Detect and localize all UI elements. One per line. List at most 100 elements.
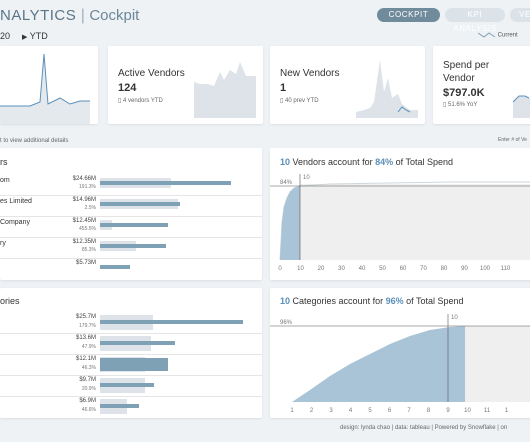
vendor-row[interactable]: es Limited $14.96M 2.5% (0, 195, 262, 217)
tab-cockpit[interactable]: COCKPIT (377, 8, 440, 22)
kpi-card-active-vendors[interactable]: Active Vendors 124 ▯ 4 vendors YTD (108, 46, 263, 124)
vendor-name: es Limited (0, 198, 32, 205)
new-vendors-sub-text: 40 prev YTD (284, 98, 319, 104)
category-pct: 46.3% (81, 365, 96, 371)
x-tick-label: 20 (318, 266, 325, 272)
spend-per-vendor-sub-text: 51.6% YoY (447, 102, 478, 108)
vendor-amount: $12.35M (72, 239, 96, 245)
x-tick-label: 110 (501, 266, 511, 272)
pareto-vendors-ref-n: 10 (303, 175, 310, 181)
top-vendors-panel: rs om $24.66M 191.3% es Limited $14.96M 2.5% C… (0, 148, 262, 280)
category-bar (100, 358, 168, 371)
vendor-row[interactable]: Company $12.45M 455.5% (0, 216, 262, 238)
category-pct: 46.6% (81, 407, 96, 413)
x-tick-label: 2 (310, 408, 314, 414)
pareto-vendors-panel: 10 Vendors account for 84% of Total Spen… (270, 148, 530, 280)
new-vendors-sparkline (356, 60, 418, 118)
pareto-categories-mid: Categories account for (292, 296, 384, 306)
vendor-row[interactable]: $5.73M (0, 258, 262, 279)
vendor-amount: $24.66M (72, 176, 96, 182)
pareto-vendors-pct: 84% (375, 157, 394, 167)
vendor-amount: $14.96M (72, 197, 96, 203)
vendor-bar (100, 265, 130, 269)
pareto-vendors-chart: 84% 10 0 10 20 30 40 50 60 70 80 90 100 110 (270, 174, 530, 272)
year-value: 20 (0, 31, 11, 41)
active-vendors-title: Active Vendors (118, 68, 185, 79)
tab-vendors[interactable]: VE (510, 8, 530, 22)
spend-per-vendor-value: $797.0K (443, 87, 485, 99)
x-tick-label: 5 (368, 408, 372, 414)
pareto-categories-n: 10 (280, 296, 291, 306)
x-tick-label: 3 (329, 408, 333, 414)
category-bar (100, 404, 139, 408)
category-row[interactable]: $12.1M 46.3% (0, 354, 262, 376)
pareto-categories-chart: 96% 10 1 2 3 4 5 6 7 8 9 10 11 1 (270, 314, 530, 414)
pareto-vendors-area (280, 186, 300, 260)
legend-current: Current (477, 31, 518, 39)
category-bar (100, 383, 154, 387)
category-row[interactable]: $13.6M 47.9% (0, 333, 262, 355)
vendor-bar (100, 244, 166, 248)
play-icon: ▶ (22, 34, 28, 41)
period-value: YTD (29, 31, 48, 41)
vendor-row[interactable]: ry $12.35M 85.3% (0, 237, 262, 259)
vendor-pct: 455.5% (79, 226, 96, 232)
vendor-bar (100, 181, 231, 185)
spend-per-vendor-sparkline (513, 95, 530, 118)
x-tick-label: 100 (480, 266, 491, 272)
spend-sparkline (0, 53, 90, 124)
x-tick-label: 8 (427, 408, 431, 414)
vendor-bar (100, 223, 168, 227)
footer-powered: Powered by Snowflake (434, 425, 496, 431)
vendor-bar (100, 202, 180, 206)
vendor-row[interactable]: om $24.66M 191.3% (0, 174, 262, 196)
kpi-card-spend-per-vendor[interactable]: Spend per Vendor $797.0K ▯ 51.6% YoY (433, 46, 530, 124)
top-categories-title: ories (0, 296, 20, 306)
footer: design: lynda chao | data: tableau | Pow… (340, 425, 508, 431)
legend-current-label: Current (497, 32, 518, 39)
period-filter[interactable]: ▶ YTD (22, 31, 48, 41)
pareto-vendors-end: of Total Spend (395, 157, 454, 167)
x-tick-label: 9 (446, 408, 450, 414)
tab-kpi-analysis[interactable]: KPI ANALYSIS (445, 8, 505, 33)
pareto-vendors-background (300, 184, 530, 260)
vendor-pct: 191.3% (79, 184, 96, 190)
vendor-pct: 2.5% (84, 205, 96, 211)
pareto-vendors-mid: Vendors account for (292, 157, 373, 167)
x-tick-label: 70 (420, 266, 427, 272)
category-pct: 20.9% (81, 386, 96, 392)
x-tick-label: 80 (441, 266, 448, 272)
vendor-name: om (0, 177, 10, 184)
title-separator: | (80, 7, 85, 24)
spend-per-vendor-sub: ▯ 51.6% YoY (443, 101, 477, 108)
details-hint: t to view additional details (0, 138, 69, 144)
category-row[interactable]: $25.7M 179.7% (0, 312, 262, 334)
bar-indicator-icon: ▯ (443, 102, 447, 108)
category-amount: $13.6M (75, 335, 96, 341)
pareto-categories-pct: 96% (385, 296, 404, 306)
x-tick-label: 30 (338, 266, 345, 272)
x-tick-label: 10 (464, 408, 471, 414)
pareto-vendors-x-ticks: 0 10 20 30 40 50 60 70 80 90 100 110 (278, 266, 511, 272)
title-main: NALYTICS (0, 7, 77, 24)
category-bar (100, 320, 243, 324)
kpi-card-new-vendors[interactable]: New Vendors 1 ▯ 40 prev YTD (270, 46, 425, 124)
pareto-categories-title: 10 Categories account for 96% of Total S… (280, 296, 464, 306)
category-row[interactable]: $6.9M 46.6% (0, 396, 262, 417)
category-bar (100, 341, 175, 345)
x-tick-label: 7 (407, 408, 411, 414)
x-tick-label: 90 (461, 266, 468, 272)
year-filter[interactable]: 20 (0, 31, 10, 41)
category-row[interactable]: $9.7M 20.9% (0, 375, 262, 397)
category-amount: $6.9M (79, 398, 96, 404)
pareto-categories-panel: 10 Categories account for 96% of Total S… (270, 288, 530, 418)
pareto-categories-area (292, 326, 465, 402)
legend-line-icon (477, 32, 496, 38)
active-vendors-value: 124 (118, 82, 137, 94)
category-amount: $9.7M (79, 377, 96, 383)
vendor-amount: $12.45M (72, 218, 96, 224)
kpi-card-spend[interactable] (0, 46, 98, 124)
x-tick-label: 60 (400, 266, 407, 272)
footer-data: data: tableau (394, 425, 430, 431)
pareto-categories-ref-n: 10 (451, 315, 458, 321)
